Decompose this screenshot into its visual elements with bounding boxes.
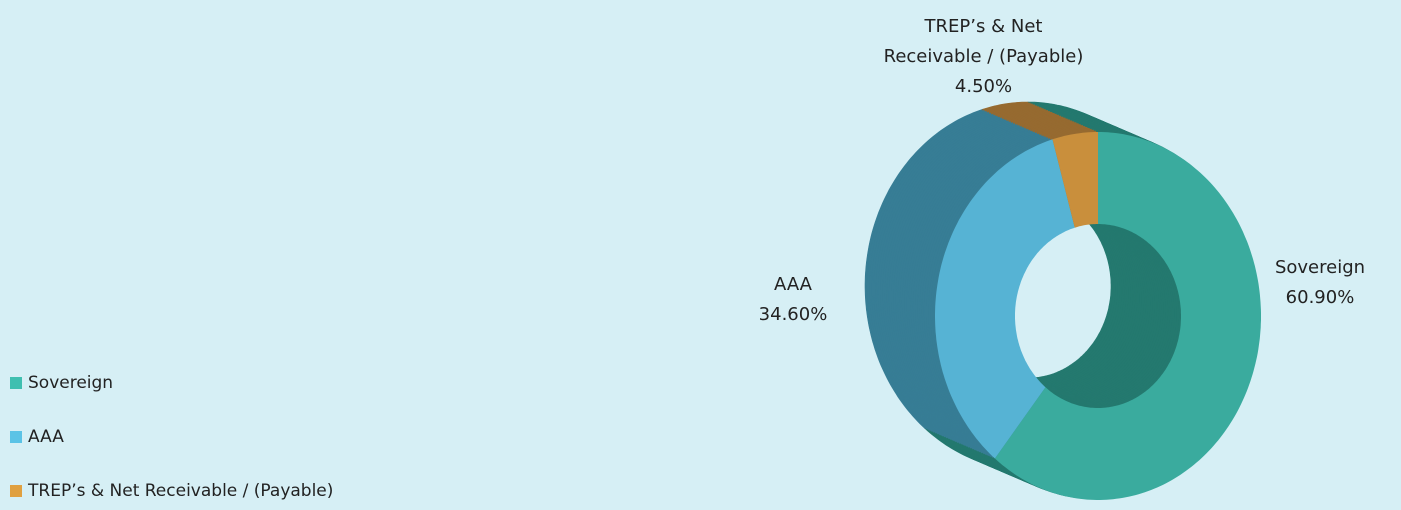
legend-label: TREP’s & Net Receivable / (Payable) — [28, 481, 334, 501]
data-label-value: 4.50% — [954, 76, 1013, 97]
data-label: Sovereign 60.90% — [1240, 253, 1400, 313]
legend-item: AAA — [10, 427, 64, 447]
legend-swatch — [10, 377, 22, 389]
legend-swatch — [10, 485, 22, 497]
legend-swatch — [10, 431, 22, 443]
data-label-value: 34.60% — [758, 304, 828, 325]
legend-label: Sovereign — [28, 373, 114, 393]
data-label-name: Sovereign — [1274, 257, 1366, 278]
data-label-value: 60.90% — [1285, 287, 1355, 308]
data-label: TREP’s & Net Receivable / (Payable) 4.50% — [876, 12, 1091, 102]
segment — [1052, 132, 1098, 228]
segment — [994, 132, 1261, 500]
segment — [935, 139, 1075, 459]
data-label-name: TREP’s & Net Receivable / (Payable) — [883, 16, 1084, 67]
data-label-name: AAA — [774, 274, 812, 295]
data-label: AAA 34.60% — [713, 270, 873, 330]
legend-item: TREP’s & Net Receivable / (Payable) — [10, 481, 333, 501]
legend-item: Sovereign — [10, 373, 113, 393]
legend-label: AAA — [28, 427, 64, 447]
